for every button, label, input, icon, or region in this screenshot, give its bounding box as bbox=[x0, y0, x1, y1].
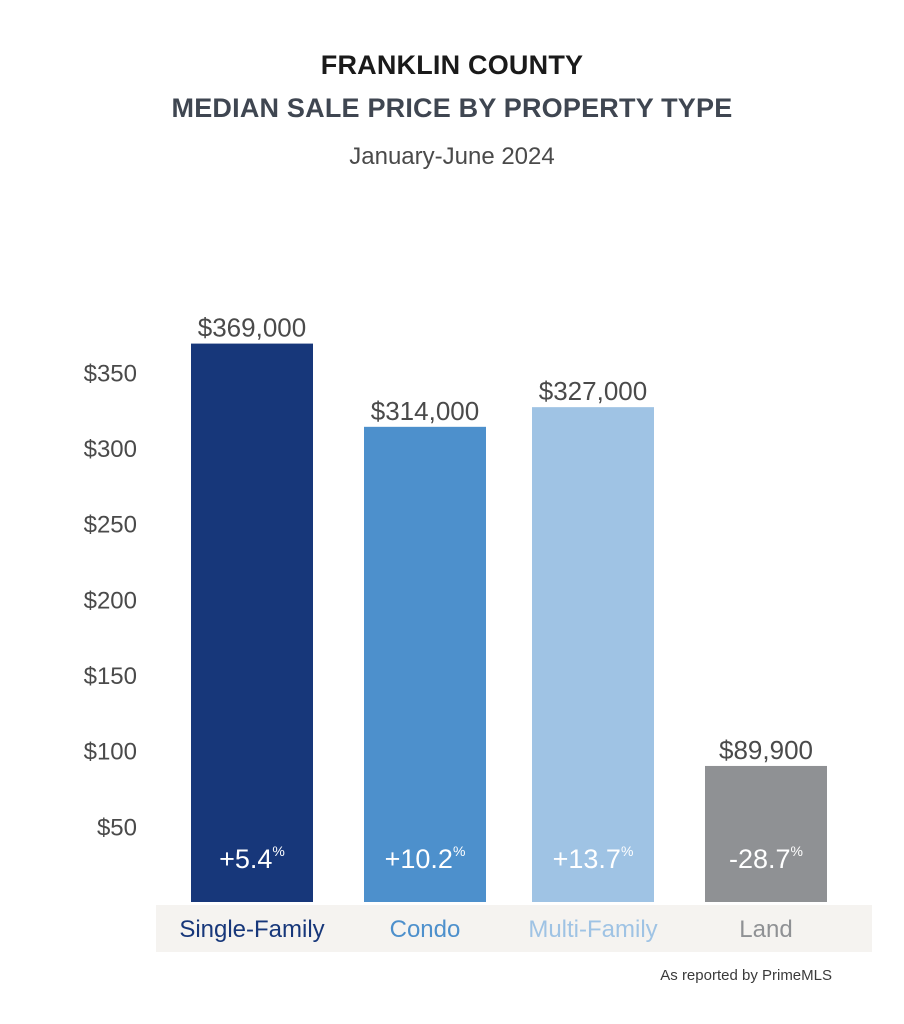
chart-subtitle: January-June 2024 bbox=[349, 143, 555, 170]
bar bbox=[364, 426, 486, 902]
y-tick-label: $300 bbox=[84, 436, 137, 463]
data-label: $314,000 bbox=[371, 396, 479, 426]
bar bbox=[191, 343, 313, 902]
change-label: -28.7% bbox=[729, 843, 803, 874]
bar bbox=[705, 765, 827, 902]
category-label: Condo bbox=[390, 916, 461, 943]
category-label: Land bbox=[739, 916, 792, 943]
data-label: $369,000 bbox=[198, 313, 306, 343]
category-label: Multi-Family bbox=[528, 916, 657, 943]
source-note: As reported by PrimeMLS bbox=[660, 967, 832, 984]
bar bbox=[532, 407, 654, 902]
y-tick-label: $350 bbox=[84, 360, 137, 387]
chart-title: FRANKLIN COUNTY bbox=[320, 50, 584, 80]
y-tick-label: $150 bbox=[84, 663, 137, 690]
category-label: Single-Family bbox=[179, 916, 324, 943]
data-label: $327,000 bbox=[539, 376, 647, 406]
y-tick-label: $200 bbox=[84, 587, 137, 614]
y-tick-label: $250 bbox=[84, 512, 137, 539]
y-tick-label: $100 bbox=[84, 739, 137, 766]
chart-title-line-2: MEDIAN SALE PRICE BY PROPERTY TYPE bbox=[171, 93, 733, 123]
change-label: +10.2% bbox=[385, 843, 466, 874]
y-tick-label: $50 bbox=[97, 814, 137, 841]
change-label: +5.4% bbox=[219, 843, 285, 874]
change-label: +13.7% bbox=[553, 843, 634, 874]
data-label: $89,900 bbox=[719, 735, 813, 765]
category-band bbox=[156, 905, 872, 952]
